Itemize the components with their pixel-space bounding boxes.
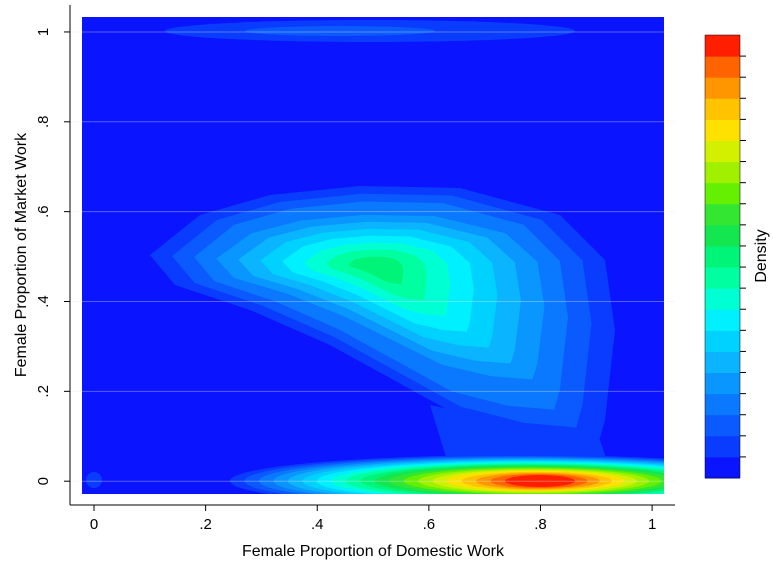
colorbar-segment xyxy=(705,77,740,99)
x-tick-label: .6 xyxy=(423,516,436,533)
colorbar-segment xyxy=(705,35,740,57)
colorbar-segment xyxy=(705,330,740,352)
y-axis-title: Female Proportion of Market Work xyxy=(13,132,30,377)
x-tick-label: .4 xyxy=(311,516,324,533)
y-tick-label: .6 xyxy=(35,205,52,218)
y-tick-label: 1 xyxy=(35,28,52,36)
colorbar-segment xyxy=(705,414,740,437)
contour-level xyxy=(505,475,575,487)
colorbar-segment xyxy=(705,182,740,205)
colorbar-segment xyxy=(705,161,740,184)
colorbar-segment xyxy=(705,393,740,416)
x-tick-label: .8 xyxy=(534,516,547,533)
x-tick-label: 0 xyxy=(90,516,98,533)
colorbar-segment xyxy=(705,119,740,141)
x-tick-label: 1 xyxy=(648,516,656,533)
colorbar-segment xyxy=(705,140,740,163)
colorbar-segment xyxy=(705,351,740,374)
y-tick-label: .4 xyxy=(35,295,52,308)
colorbar-segment xyxy=(705,245,740,268)
density-field xyxy=(82,17,664,494)
x-tick-label: .2 xyxy=(199,516,212,533)
colorbar-frame xyxy=(704,34,741,479)
colorbar-segment xyxy=(705,267,740,289)
colorbar-segment xyxy=(705,98,740,120)
colorbar-segment xyxy=(705,288,740,310)
y-tick-label: .2 xyxy=(35,385,52,398)
colorbar-segment xyxy=(705,435,740,458)
y-tick-label: .8 xyxy=(35,116,52,129)
colorbar-segment xyxy=(705,224,740,247)
colorbar-title: Density xyxy=(753,229,770,282)
contour-level xyxy=(430,405,610,470)
contour-level xyxy=(245,26,435,36)
y-tick-label: 0 xyxy=(35,477,52,485)
contour-level xyxy=(348,256,404,285)
colorbar-segment xyxy=(705,203,740,226)
colorbar-segment xyxy=(705,372,740,395)
colorbar-segment xyxy=(705,456,740,479)
colorbar-segment xyxy=(705,309,740,331)
x-axis-title: Female Proportion of Domestic Work xyxy=(242,543,505,560)
contour-level xyxy=(86,472,102,488)
colorbar-segment xyxy=(705,56,740,78)
